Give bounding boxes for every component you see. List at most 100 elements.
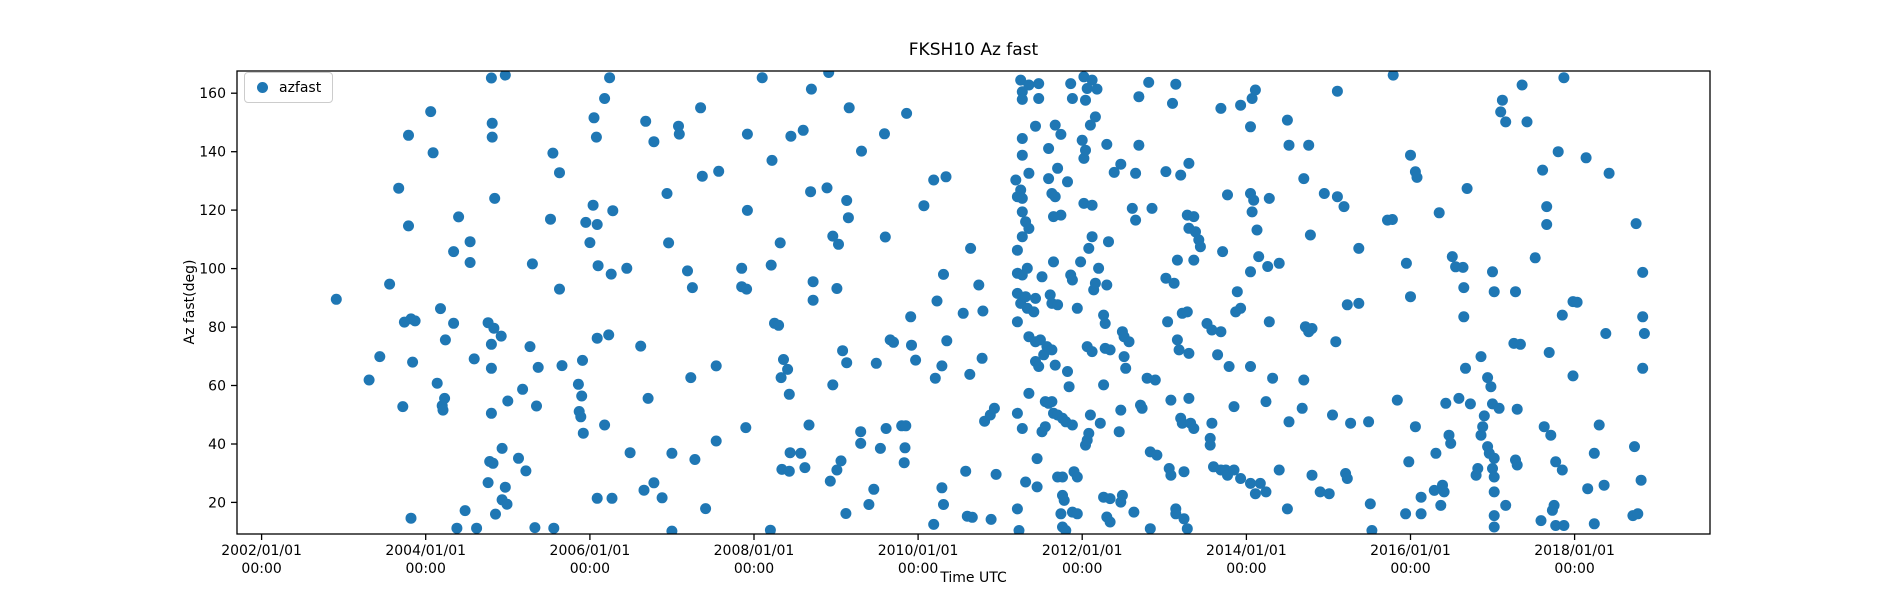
data-point (501, 498, 513, 510)
data-point (1011, 316, 1023, 328)
data-point (1118, 351, 1130, 363)
data-point (439, 334, 451, 346)
data-point (1130, 167, 1142, 179)
x-tick-label-time: 00:00 (734, 561, 774, 577)
data-point (1488, 452, 1500, 464)
data-point (435, 303, 446, 315)
data-point (363, 374, 375, 386)
data-point (1016, 206, 1028, 218)
data-point (1206, 417, 1218, 429)
data-point (1016, 93, 1028, 105)
scatter-series (330, 71, 1650, 534)
data-point (590, 131, 602, 143)
data-point (1251, 224, 1263, 236)
data-point (1066, 419, 1078, 431)
data-point (1016, 192, 1028, 204)
data-point (821, 182, 833, 194)
data-point (482, 477, 494, 489)
data-point (1128, 506, 1140, 518)
data-point (1253, 251, 1265, 263)
data-point (868, 483, 880, 495)
data-point (1081, 83, 1093, 94)
data-point (1487, 266, 1498, 278)
data-point (1331, 85, 1343, 97)
data-point (686, 282, 698, 294)
data-point (1086, 231, 1098, 243)
data-point (1453, 392, 1465, 404)
data-point (1571, 296, 1583, 308)
data-point (1075, 256, 1087, 268)
data-point (855, 437, 867, 449)
data-point (1039, 421, 1051, 433)
data-point (496, 442, 508, 454)
data-point (1353, 297, 1365, 309)
data-point (635, 340, 647, 352)
data-point (577, 354, 588, 366)
data-point (1188, 211, 1200, 223)
data-point (1086, 199, 1098, 211)
data-point (1231, 286, 1243, 298)
data-point (1228, 401, 1240, 413)
data-point (1245, 477, 1256, 489)
data-point (827, 379, 839, 391)
data-point (960, 465, 972, 477)
data-point (1104, 493, 1116, 505)
data-point (1033, 361, 1045, 372)
data-point (785, 130, 797, 142)
data-point (938, 499, 949, 510)
data-point (1015, 184, 1027, 196)
data-point (797, 124, 809, 136)
data-point (485, 407, 497, 419)
data-point (1080, 94, 1091, 106)
data-point (856, 145, 867, 157)
data-point (1115, 158, 1127, 170)
data-point (1048, 256, 1059, 268)
data-point (736, 262, 748, 274)
data-point (1249, 84, 1261, 96)
data-point (1181, 523, 1193, 534)
data-point (696, 170, 708, 182)
data-point (1162, 316, 1174, 328)
data-point (1183, 157, 1195, 169)
data-point (587, 199, 599, 211)
data-point (901, 107, 913, 119)
data-point (1235, 302, 1247, 314)
data-point (1120, 362, 1132, 374)
data-point (1015, 74, 1027, 86)
data-point (1089, 277, 1101, 289)
data-point (547, 147, 559, 159)
data-point (1143, 76, 1155, 88)
data-point (1144, 523, 1156, 534)
data-point (1405, 149, 1416, 161)
data-point (1078, 197, 1090, 209)
data-point (471, 522, 483, 534)
data-point (584, 237, 596, 249)
data-point (1632, 508, 1644, 520)
legend-marker-icon (257, 82, 268, 93)
data-point (1306, 469, 1318, 481)
data-point (1020, 291, 1032, 303)
data-point (439, 392, 451, 404)
data-point (695, 102, 707, 114)
data-point (833, 238, 844, 250)
data-point (888, 336, 899, 348)
data-point (1529, 252, 1541, 264)
data-point (1603, 167, 1615, 179)
data-point (1537, 164, 1549, 176)
data-point (1062, 366, 1073, 377)
data-point (710, 360, 722, 372)
data-point (431, 377, 443, 389)
data-point (1411, 171, 1423, 183)
data-point (1103, 236, 1114, 248)
data-point (448, 246, 460, 258)
y-tick-label: 60 (208, 379, 226, 395)
data-point (1323, 488, 1335, 500)
data-point (1387, 71, 1399, 81)
data-point (1580, 152, 1592, 164)
data-point (592, 260, 604, 272)
data-point (591, 332, 603, 344)
data-point (580, 216, 592, 228)
data-point (1637, 362, 1649, 374)
data-point (1151, 449, 1163, 461)
